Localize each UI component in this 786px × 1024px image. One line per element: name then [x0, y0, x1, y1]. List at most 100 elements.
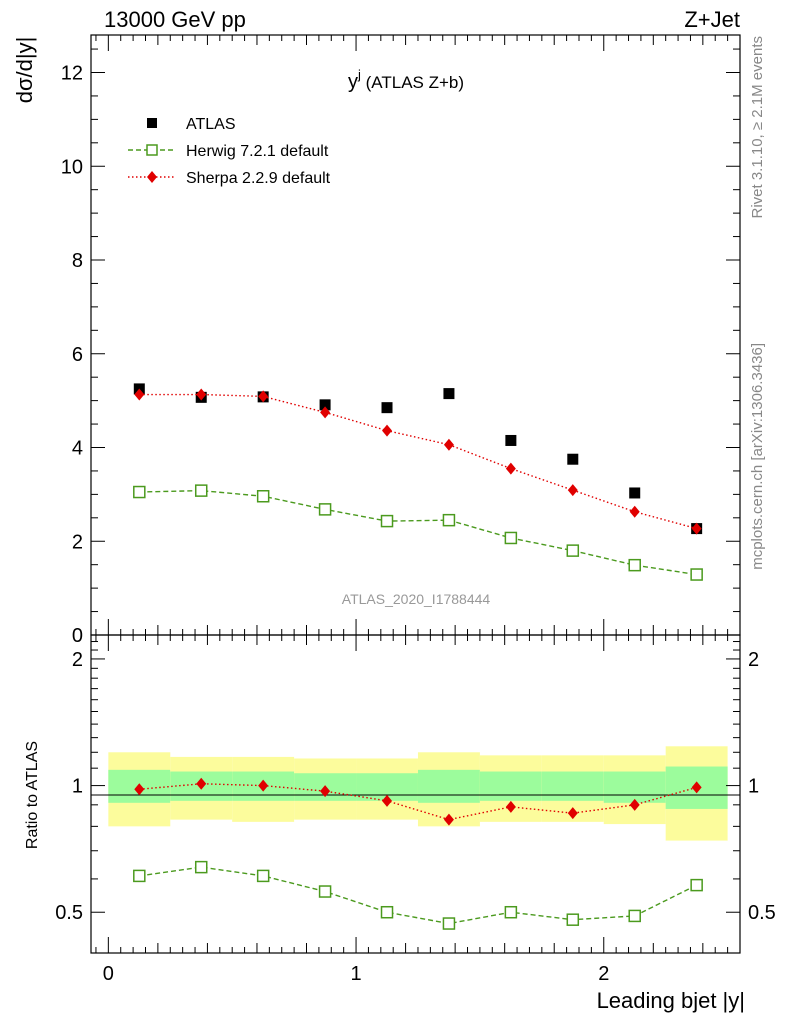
main-panel: 0 2 4 6 8 10 12 dσ/d|y| yj (ATLAS Z+b) ATLAS_2… — [12, 34, 741, 647]
legend-marker-atlas — [147, 118, 157, 128]
ratio-point-sherpa — [258, 779, 269, 792]
watermark: ATLAS_2020_I1788444 — [342, 591, 491, 607]
ratio-point-sherpa — [320, 785, 331, 798]
main-series — [133, 383, 703, 581]
data-point-herwig — [442, 513, 456, 527]
data-point-sherpa — [691, 522, 702, 535]
legend: ATLAS Herwig 7.2.1 default Sherpa 2.2.9 … — [128, 116, 331, 187]
y-tick-label-ratio: 1 — [72, 776, 83, 798]
data-point-sherpa — [258, 390, 269, 403]
ratio-point-herwig — [628, 909, 641, 923]
data-point-sherpa — [134, 388, 145, 401]
x-tick-label: 1 — [350, 963, 361, 985]
ratio-line-1 — [139, 783, 697, 821]
y-tick-label-main: 12 — [61, 63, 83, 85]
ratio-line-0 — [139, 866, 697, 925]
main-title-sup: j — [357, 67, 361, 82]
ratio-point-herwig — [318, 885, 332, 898]
x-tick-label: 0 — [103, 963, 114, 985]
header-right: Z+Jet — [684, 7, 740, 32]
legend-marker-sherpa — [147, 171, 157, 183]
ratio-frame — [90, 634, 741, 954]
y-tick-label-ratio-right: 2 — [748, 649, 759, 671]
ratio-point-herwig — [256, 869, 270, 883]
ratio-point-herwig — [442, 917, 456, 930]
data-point-sherpa — [443, 438, 454, 451]
y-tick-label-ratio-right: 1 — [748, 776, 759, 798]
data-point-atlas — [629, 487, 641, 499]
ratio-point-herwig — [690, 878, 703, 892]
data-point-sherpa — [196, 388, 207, 401]
data-point-herwig — [690, 568, 703, 581]
ratio-point-herwig — [504, 905, 518, 919]
data-point-herwig — [318, 503, 332, 516]
data-point-atlas — [505, 434, 517, 446]
x-tick-label: 2 — [598, 963, 609, 985]
legend-label-sherpa: Sherpa 2.2.9 default — [186, 170, 331, 187]
y-tick-label-ratio: 2 — [72, 649, 83, 671]
data-point-atlas — [567, 453, 579, 465]
ratio-point-herwig — [194, 860, 208, 874]
data-point-atlas — [319, 399, 331, 411]
ratio-point-sherpa — [629, 798, 640, 811]
main-ylabel: dσ/d|y| — [12, 37, 37, 104]
data-point-herwig — [256, 490, 270, 503]
ratio-point-herwig — [133, 869, 146, 883]
data-point-sherpa — [567, 484, 578, 497]
ratio-point-herwig — [380, 905, 394, 919]
uncertainty-band-stat — [541, 771, 604, 801]
series-line-2 — [139, 393, 697, 530]
header-left: 13000 GeV pp — [104, 7, 246, 32]
main-ticks: 0 2 4 6 8 10 12 — [61, 35, 740, 647]
data-point-sherpa — [320, 406, 331, 419]
y-tick-label-main: 8 — [72, 250, 83, 272]
legend-item-sherpa: Sherpa 2.2.9 default — [128, 170, 331, 187]
y-tick-label-main: 2 — [72, 531, 83, 553]
ratio-point-sherpa — [382, 794, 393, 807]
legend-marker-herwig — [146, 144, 158, 156]
data-point-herwig — [504, 531, 518, 545]
ratio-point-sherpa — [134, 783, 145, 796]
y-tick-label-ratio-right: 0.5 — [748, 902, 776, 924]
x-axis-label: Leading bjet |y| — [597, 988, 745, 1013]
legend-item-atlas: ATLAS — [147, 116, 236, 133]
ratio-ticks: 0.5 0.5 1 1 2 2 0 1 2 — [55, 635, 776, 985]
main-title-var: y — [348, 71, 358, 93]
rivet-label: Rivet 3.1.10, ≥ 2.1M events — [749, 36, 766, 219]
y-tick-label-main: 10 — [61, 156, 83, 178]
uncertainty-band-stat — [417, 769, 480, 803]
ratio-panel: 0.5 0.5 1 1 2 2 0 1 2 Ratio to ATLAS Leading bje… — [24, 634, 776, 1013]
uncertainty-band-stat — [603, 771, 666, 803]
data-point-atlas — [381, 402, 393, 414]
data-point-herwig — [380, 514, 394, 528]
data-point-sherpa — [505, 462, 516, 475]
ratio-point-sherpa — [196, 777, 207, 790]
y-tick-label-main: 0 — [72, 625, 83, 647]
ratio-point-sherpa — [691, 781, 702, 794]
legend-label-herwig: Herwig 7.2.1 default — [186, 143, 329, 160]
series-line-1 — [139, 489, 697, 576]
data-point-sherpa — [382, 424, 393, 437]
ratio-ylabel: Ratio to ATLAS — [24, 741, 41, 849]
data-point-herwig — [628, 558, 641, 572]
uncertainty-band-stat — [479, 771, 542, 801]
legend-label-atlas: ATLAS — [186, 116, 236, 133]
ratio-point-sherpa — [443, 813, 454, 826]
data-point-herwig — [566, 544, 580, 557]
main-title: yj (ATLAS Z+b) — [348, 67, 464, 93]
ratio-point-sherpa — [567, 807, 578, 820]
data-point-atlas — [443, 388, 455, 400]
data-point-herwig — [133, 485, 146, 499]
y-tick-label-ratio: 0.5 — [55, 902, 83, 924]
ratio-series — [133, 777, 703, 930]
ratio-point-sherpa — [505, 800, 516, 813]
legend-item-herwig: Herwig 7.2.1 default — [128, 143, 329, 160]
data-point-sherpa — [629, 505, 640, 518]
main-title-rest: (ATLAS Z+b) — [361, 73, 464, 92]
ratio-point-herwig — [566, 913, 580, 926]
y-tick-label-main: 4 — [72, 438, 83, 460]
y-tick-label-main: 6 — [72, 344, 83, 366]
data-point-herwig — [194, 484, 208, 497]
ratio-bands — [108, 746, 728, 841]
